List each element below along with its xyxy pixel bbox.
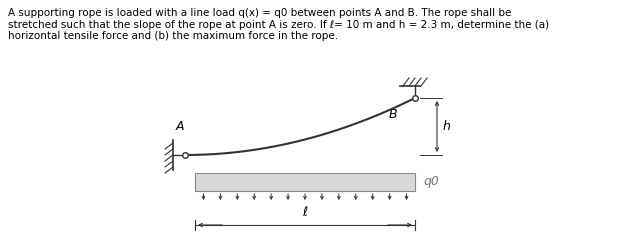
Text: q0: q0 xyxy=(423,175,439,188)
Text: A supporting rope is loaded with a line load q(x) = q0 between points A and B. T: A supporting rope is loaded with a line … xyxy=(8,8,549,41)
Text: ℓ: ℓ xyxy=(302,206,307,219)
Bar xyxy=(195,173,415,191)
Text: A: A xyxy=(176,120,184,133)
Text: B: B xyxy=(389,108,397,121)
Text: h: h xyxy=(443,120,451,133)
